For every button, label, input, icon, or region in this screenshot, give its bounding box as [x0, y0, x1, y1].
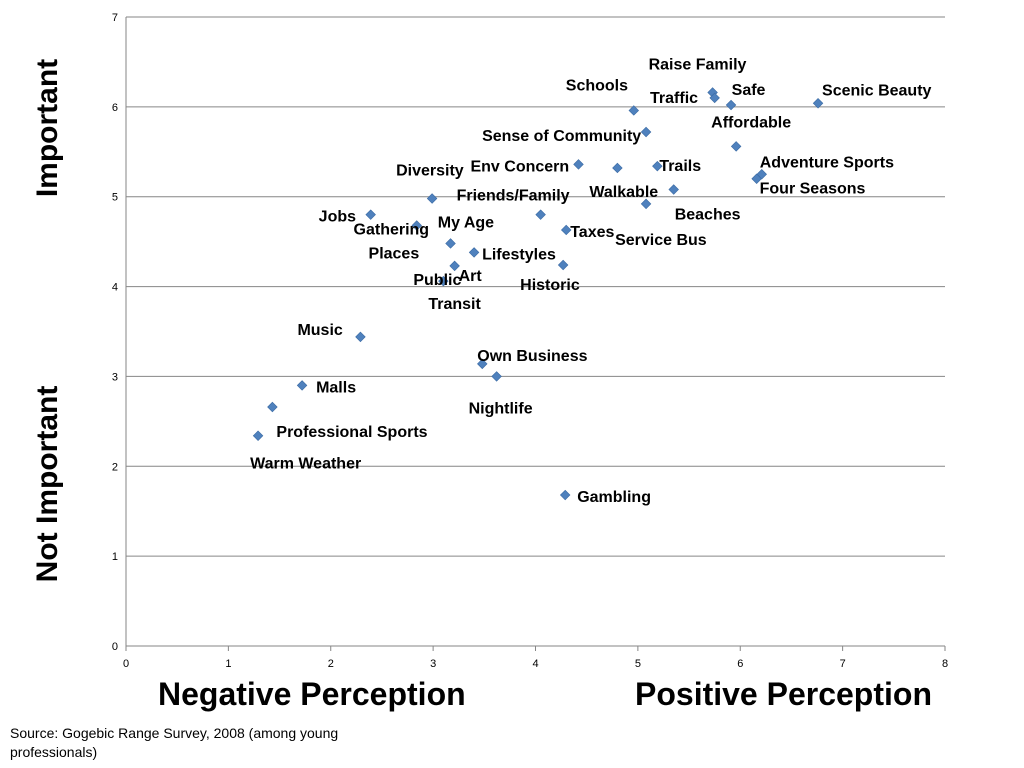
axes	[125, 17, 946, 651]
data-point-marker	[365, 209, 376, 220]
data-point-label: Music	[297, 322, 342, 339]
y-tick-label: 0	[112, 641, 118, 653]
data-point-marker	[640, 126, 652, 138]
tick-labels: 0 1 2 3 4 5 6 7 0 1 2 3 4 5 6 7 8	[112, 12, 948, 670]
data-point-label: Trails	[659, 158, 701, 175]
data-point-label: Lifestyles	[482, 246, 556, 263]
y-axis-title-important: Important	[31, 58, 64, 198]
data-point-marker	[355, 331, 366, 343]
y-tick-label: 2	[112, 461, 118, 473]
data-point-label: Nightlife	[469, 400, 533, 417]
data-point-label: Schools	[566, 77, 628, 94]
x-tick-label: 1	[225, 658, 231, 670]
data-point-label: Malls	[316, 379, 356, 396]
data-point-marker	[491, 371, 502, 382]
data-point-label: Friends/Family	[457, 188, 570, 205]
data-point-label: Adventure Sports	[760, 154, 894, 171]
data-point-marker	[296, 380, 308, 391]
data-point-label: Affordable	[711, 114, 791, 131]
data-point-marker	[438, 275, 449, 287]
x-tick-label: 4	[532, 658, 538, 670]
y-tick-label: 3	[112, 371, 118, 383]
y-tick-label: 5	[112, 192, 118, 204]
data-points	[252, 87, 824, 501]
x-tick-label: 7	[840, 658, 846, 670]
x-axis-title-negative: Negative Perception	[158, 676, 466, 712]
data-point-label: Own Business	[477, 348, 587, 365]
y-tick-label: 7	[112, 12, 118, 24]
data-point-label: Walkable	[589, 184, 658, 201]
source-note: Source: Gogebic Range Survey, 2008 (amon…	[10, 725, 339, 760]
data-point-label: Sense of Community	[482, 128, 641, 145]
data-point-marker	[426, 193, 438, 204]
data-point-marker	[612, 162, 623, 174]
point-labels: Raise Family Safe Schools Traffic Scenic Bea…	[250, 56, 931, 506]
data-point-marker	[559, 489, 571, 501]
x-tick-label: 5	[635, 658, 641, 670]
data-point-label: Beaches	[675, 207, 741, 224]
data-point-label: Art	[459, 268, 483, 285]
data-point-marker	[652, 160, 663, 172]
data-point-label: Diversity	[396, 163, 464, 180]
data-point-label: My Age	[438, 214, 494, 231]
data-point-marker	[730, 141, 742, 152]
data-point-label: Env Concern	[470, 158, 569, 175]
y-axis-title-not-important: Not Important	[31, 385, 64, 583]
data-point-marker	[751, 173, 762, 184]
data-point-marker	[557, 259, 569, 271]
data-point-marker	[468, 247, 480, 258]
data-point-marker	[535, 209, 546, 220]
data-point-marker	[668, 184, 679, 195]
data-point-label: Safe	[732, 82, 766, 99]
data-point-label: Taxes	[570, 224, 614, 241]
x-tick-label: 6	[737, 658, 743, 670]
data-point-label: Professional Sports	[276, 424, 427, 441]
data-point-label: Jobs	[319, 209, 356, 226]
x-tick-label: 2	[328, 658, 334, 670]
x-tick-label: 3	[430, 658, 436, 670]
y-tick-label: 6	[112, 102, 118, 114]
y-tick-label: 4	[112, 282, 118, 294]
data-point-label: Historic	[520, 277, 580, 294]
data-point-marker	[812, 98, 824, 109]
data-point-marker	[252, 430, 264, 441]
data-point-marker	[411, 220, 422, 231]
data-point-marker	[445, 238, 456, 249]
data-point-label: Four Seasons	[760, 181, 866, 198]
data-point-marker	[628, 105, 640, 116]
gridlines	[126, 16, 945, 557]
data-point-label: Scenic Beauty	[822, 82, 931, 99]
x-axis-title-positive: Positive Perception	[635, 676, 932, 712]
x-tick-label: 8	[942, 658, 948, 670]
data-point-label: Gathering Places	[354, 221, 430, 262]
data-point-marker	[640, 198, 652, 210]
data-point-marker	[477, 358, 488, 370]
data-point-label: Raise Family	[649, 56, 747, 73]
x-tick-label: 0	[123, 658, 129, 670]
data-point-label: Traffic	[650, 90, 698, 107]
data-point-marker	[449, 260, 460, 272]
data-point-label: Service Bus	[615, 232, 707, 249]
data-point-marker	[560, 224, 572, 236]
data-point-label: Public Transit	[413, 272, 481, 313]
data-point-marker	[267, 401, 278, 413]
data-point-marker	[709, 92, 720, 104]
data-point-marker	[573, 159, 584, 170]
data-point-label: Gambling	[577, 489, 651, 506]
data-point-label: Warm Weather	[250, 456, 361, 473]
data-point-marker	[725, 99, 737, 111]
y-tick-label: 1	[112, 551, 118, 563]
